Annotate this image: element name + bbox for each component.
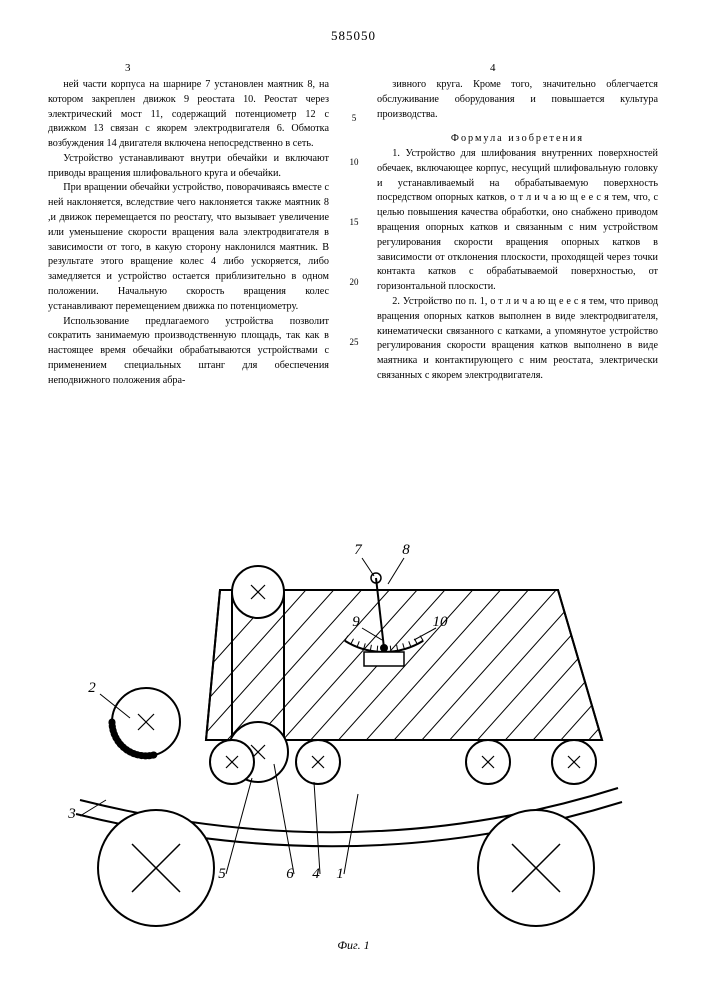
svg-text:4: 4 <box>312 866 320 882</box>
svg-text:10: 10 <box>433 614 449 630</box>
svg-text:1: 1 <box>336 866 344 882</box>
figure-caption: Фиг. 1 <box>0 938 707 953</box>
svg-text:9: 9 <box>352 614 360 630</box>
svg-text:8: 8 <box>402 542 410 558</box>
svg-text:7: 7 <box>354 542 363 558</box>
text-columns: ней части корпуса на шарнире 7 установле… <box>48 78 658 388</box>
svg-text:3: 3 <box>67 806 76 822</box>
para: 2. Устройство по п. 1, о т л и ч а ю щ е… <box>377 295 658 384</box>
svg-text:6: 6 <box>286 866 294 882</box>
column-number-left: 3 <box>125 62 131 74</box>
svg-text:5: 5 <box>218 866 226 882</box>
patent-number: 585050 <box>0 28 707 44</box>
para: 1. Устройство для шлифования внутренних … <box>377 147 658 295</box>
para: зивного круга. Кроме того, значительно о… <box>377 78 658 122</box>
right-column: зивного круга. Кроме того, значительно о… <box>377 78 658 388</box>
para: ней части корпуса на шарнире 7 установле… <box>48 78 329 152</box>
para: Устройство устанавливают внутри обечайки… <box>48 152 329 182</box>
svg-text:2: 2 <box>88 680 96 696</box>
figure-1-svg: 1 2 3 4 5 6 7 8 9 10 <box>58 530 648 950</box>
left-column: ней части корпуса на шарнире 7 установле… <box>48 78 329 388</box>
column-number-right: 4 <box>490 62 496 74</box>
para: При вращении обечайки устройство, повора… <box>48 181 329 314</box>
para: Использование предлагаемого устройства п… <box>48 315 329 389</box>
figure-1: 1 2 3 4 5 6 7 8 9 10 <box>58 530 648 950</box>
formula-title: Формула изобретения <box>377 132 658 147</box>
